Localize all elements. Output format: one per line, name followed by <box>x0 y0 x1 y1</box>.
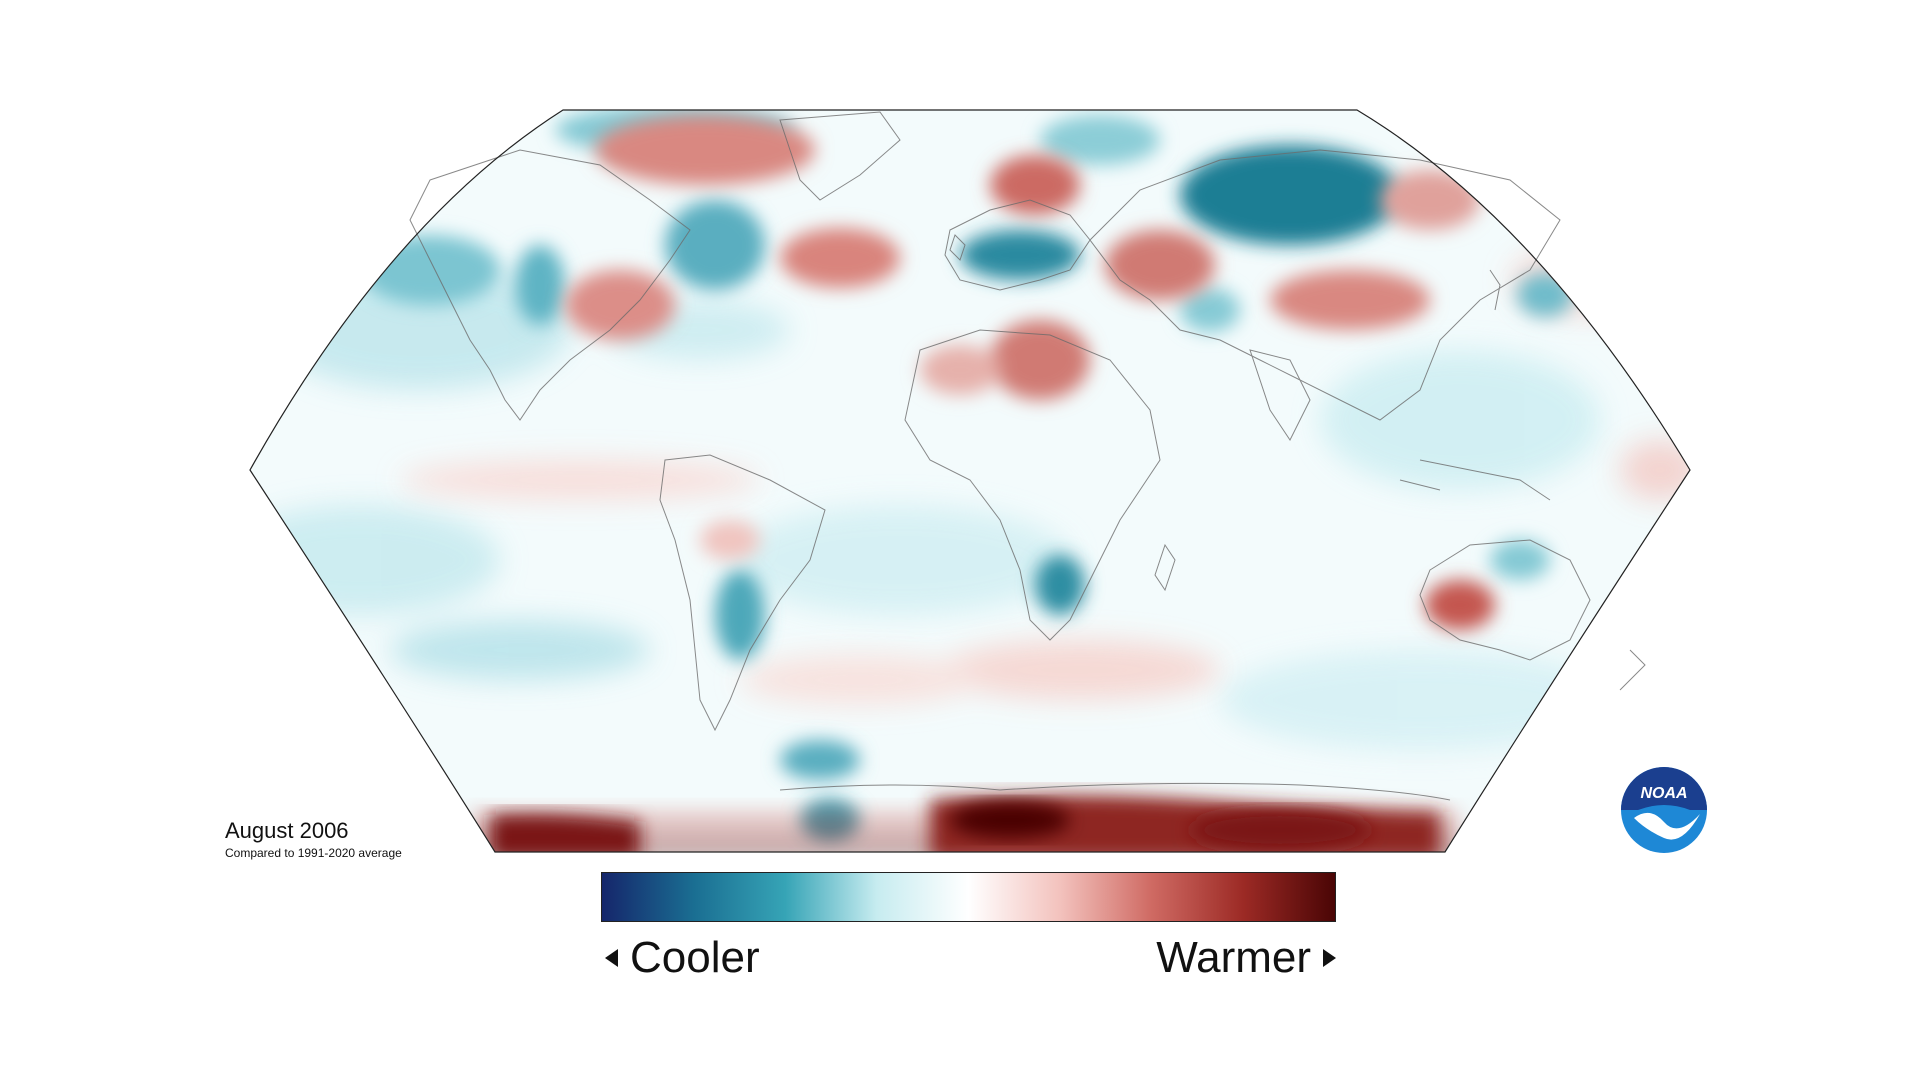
arrow-left-icon <box>605 949 618 967</box>
warmer-label: Warmer <box>1156 933 1311 982</box>
noaa-logo-icon: NOAA <box>1621 767 1707 853</box>
baseline-note: Compared to 1991-2020 average <box>225 846 402 860</box>
legend-warmer: Warmer <box>1156 928 1336 988</box>
legend-cooler: Cooler <box>605 928 760 988</box>
map-date-label: August 2006 <box>225 818 349 843</box>
arrow-right-icon <box>1323 949 1336 967</box>
coastlines <box>409 111 1646 801</box>
cooler-label: Cooler <box>630 933 760 982</box>
noaa-wordmark: NOAA <box>1640 785 1687 802</box>
colorbar <box>601 872 1336 922</box>
